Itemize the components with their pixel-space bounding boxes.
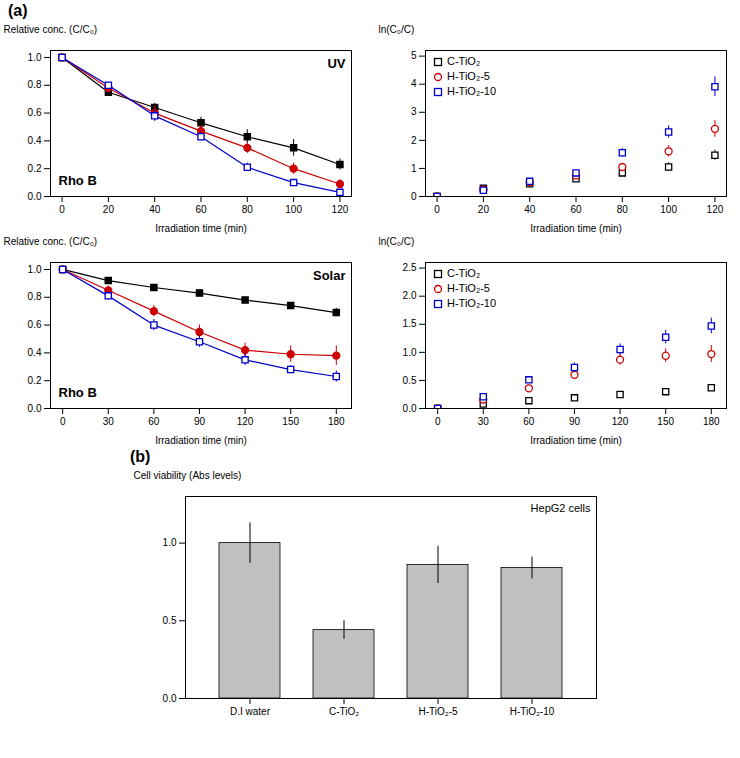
svg-text:60: 60 (148, 416, 160, 427)
svg-text:Irradiation time (min): Irradiation time (min) (530, 223, 622, 234)
svg-text:1: 1 (411, 163, 417, 174)
svg-text:0: 0 (411, 191, 417, 202)
svg-text:40: 40 (149, 204, 161, 215)
svg-text:C-TiO₂: C-TiO₂ (329, 706, 359, 717)
svg-text:1.0: 1.0 (28, 52, 42, 63)
html-text:C-TiO₂: C-TiO₂ (447, 267, 481, 279)
svg-text:0.5: 0.5 (163, 615, 177, 626)
svg-text:Rho B: Rho B (59, 173, 97, 188)
svg-text:120: 120 (612, 416, 629, 427)
svg-text:Rho B: Rho B (59, 385, 97, 400)
svg-text:60: 60 (523, 416, 535, 427)
svg-text:2: 2 (411, 135, 417, 146)
svg-text:D.I water: D.I water (230, 706, 271, 717)
svg-text:5: 5 (411, 50, 417, 61)
svg-text:0.0: 0.0 (28, 403, 42, 414)
svg-text:1.0: 1.0 (163, 537, 177, 548)
html-text:C-TiO₂: C-TiO₂ (447, 55, 481, 67)
svg-text:0: 0 (60, 416, 66, 427)
svg-text:0: 0 (435, 416, 441, 427)
svg-text:150: 150 (282, 416, 299, 427)
svg-text:ln(C₀/C): ln(C₀/C) (379, 236, 415, 247)
svg-text:2.0: 2.0 (403, 290, 417, 301)
svg-text:120: 120 (332, 204, 349, 215)
svg-text:0.0: 0.0 (28, 191, 42, 202)
svg-text:80: 80 (242, 204, 254, 215)
svg-text:3: 3 (411, 106, 417, 117)
svg-text:120: 120 (237, 416, 254, 427)
svg-text:60: 60 (570, 204, 582, 215)
svg-text:1.0: 1.0 (28, 264, 42, 275)
svg-text:30: 30 (478, 416, 490, 427)
svg-text:180: 180 (703, 416, 720, 427)
svg-text:0.4: 0.4 (28, 347, 42, 358)
html-text:H-TiO₂-10: H-TiO₂-10 (447, 85, 497, 97)
svg-text:20: 20 (103, 204, 115, 215)
svg-text:Irradiation time (min): Irradiation time (min) (155, 223, 247, 234)
svg-text:Irradiation time (min): Irradiation time (min) (155, 435, 247, 446)
svg-text:2.5: 2.5 (403, 262, 417, 273)
svg-text:0.8: 0.8 (28, 79, 42, 90)
svg-text:ln(C₀/C): ln(C₀/C) (379, 24, 415, 35)
html-text:(b): (b) (130, 448, 151, 465)
svg-text:0.4: 0.4 (28, 135, 42, 146)
svg-text:1.0: 1.0 (403, 347, 417, 358)
svg-text:180: 180 (328, 416, 345, 427)
svg-text:100: 100 (660, 204, 677, 215)
svg-text:0.5: 0.5 (403, 375, 417, 386)
svg-text:80: 80 (617, 204, 629, 215)
svg-text:Relative conc. (C/C₀): Relative conc. (C/C₀) (4, 236, 98, 247)
svg-text:120: 120 (707, 204, 724, 215)
svg-text:0: 0 (59, 204, 65, 215)
svg-text:Cell viability (Abs levels): Cell viability (Abs levels) (134, 470, 242, 481)
svg-text:0.0: 0.0 (403, 403, 417, 414)
svg-text:20: 20 (478, 204, 490, 215)
svg-text:30: 30 (103, 416, 115, 427)
svg-text:0.2: 0.2 (28, 375, 42, 386)
svg-text:150: 150 (657, 416, 674, 427)
html-text:H-TiO₂-10: H-TiO₂-10 (447, 297, 497, 309)
svg-text:HepG2 cells: HepG2 cells (531, 502, 591, 514)
html-text:H-TiO₂-5: H-TiO₂-5 (447, 70, 490, 82)
html-text:(a): (a) (8, 2, 28, 19)
svg-text:40: 40 (524, 204, 536, 215)
svg-text:H-TiO₂-5: H-TiO₂-5 (418, 706, 458, 717)
svg-text:4: 4 (411, 78, 417, 89)
svg-text:0.6: 0.6 (28, 319, 42, 330)
svg-text:0.2: 0.2 (28, 163, 42, 174)
svg-text:1.5: 1.5 (403, 318, 417, 329)
svg-text:0.6: 0.6 (28, 107, 42, 118)
svg-text:60: 60 (195, 204, 207, 215)
svg-text:90: 90 (569, 416, 581, 427)
svg-text:Solar: Solar (313, 268, 346, 283)
svg-text:90: 90 (194, 416, 206, 427)
svg-text:0.0: 0.0 (163, 693, 177, 704)
html-text:H-TiO₂-5: H-TiO₂-5 (447, 282, 490, 294)
svg-text:Irradiation time (min): Irradiation time (min) (530, 435, 622, 446)
svg-text:100: 100 (285, 204, 302, 215)
svg-text:Relative conc. (C/C₀): Relative conc. (C/C₀) (4, 24, 98, 35)
svg-text:0: 0 (434, 204, 440, 215)
svg-text:UV: UV (327, 56, 345, 71)
svg-text:H-TiO₂-10: H-TiO₂-10 (510, 706, 555, 717)
svg-text:0.8: 0.8 (28, 291, 42, 302)
